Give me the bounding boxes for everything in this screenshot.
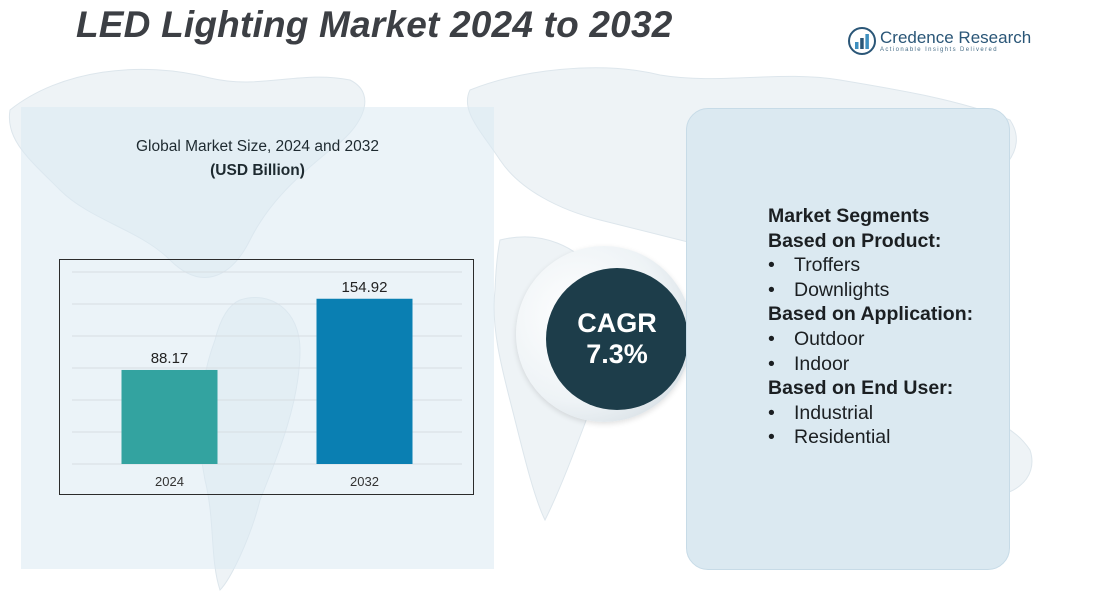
- bullet-icon: •: [768, 278, 775, 301]
- segment-item: • Downlights: [768, 278, 973, 303]
- bar-chart: 88.17 2024 154.92 2032: [59, 259, 474, 495]
- bar-2032: [316, 298, 413, 464]
- segment-heading-application: Based on Application:: [768, 303, 974, 326]
- segment-heading-end-user: Based on End User:: [768, 377, 954, 400]
- cagr-value: 7.3%: [586, 339, 648, 369]
- segment-item: • Troffers: [768, 253, 973, 278]
- bar-chart-logo-icon: [848, 27, 876, 55]
- chart-subtitle: (USD Billion): [210, 162, 305, 179]
- segments-title: Market Segments: [768, 205, 930, 227]
- segment-item-label: Indoor: [794, 352, 850, 375]
- chart-title: Global Market Size, 2024 and 2032: [136, 138, 379, 155]
- bullet-icon: •: [768, 327, 775, 350]
- bullet-icon: •: [768, 401, 775, 424]
- segment-item: • Outdoor: [768, 327, 973, 352]
- data-label-2032: 154.92: [342, 279, 388, 296]
- segment-item-label: Outdoor: [794, 327, 865, 350]
- segment-item: • Industrial: [768, 401, 973, 426]
- bullet-icon: •: [768, 426, 775, 449]
- x-tick-label-2032: 2032: [350, 474, 379, 489]
- market-segments-list: Market Segments Based on Product: • Troff…: [768, 204, 973, 450]
- segment-item: • Indoor: [768, 352, 973, 377]
- page-title: LED Lighting Market 2024 to 2032: [76, 4, 673, 45]
- cagr-label: CAGR: [577, 308, 657, 338]
- market-size-panel: [21, 107, 494, 569]
- bar-chart-svg: 88.17 2024 154.92 2032: [72, 271, 462, 489]
- brand-tagline: Actionable Insights Delivered: [880, 47, 998, 53]
- segments-panel: [686, 108, 1010, 570]
- segment-item-label: Residential: [794, 426, 891, 449]
- brand-name: Credence Research: [880, 28, 1032, 47]
- cagr-badge: CAGR 7.3%: [546, 268, 688, 410]
- segment-item-label: Industrial: [794, 401, 874, 424]
- bullet-icon: •: [768, 254, 775, 277]
- bullet-icon: •: [768, 352, 775, 375]
- segment-item: • Residential: [768, 425, 973, 450]
- data-label-2024: 88.17: [151, 350, 189, 367]
- segment-item-label: Troffers: [794, 254, 861, 277]
- bar-2024: [121, 369, 218, 464]
- x-tick-label-2024: 2024: [155, 474, 184, 489]
- segment-heading-product: Based on Product:: [768, 229, 942, 252]
- segment-item-label: Downlights: [794, 278, 890, 301]
